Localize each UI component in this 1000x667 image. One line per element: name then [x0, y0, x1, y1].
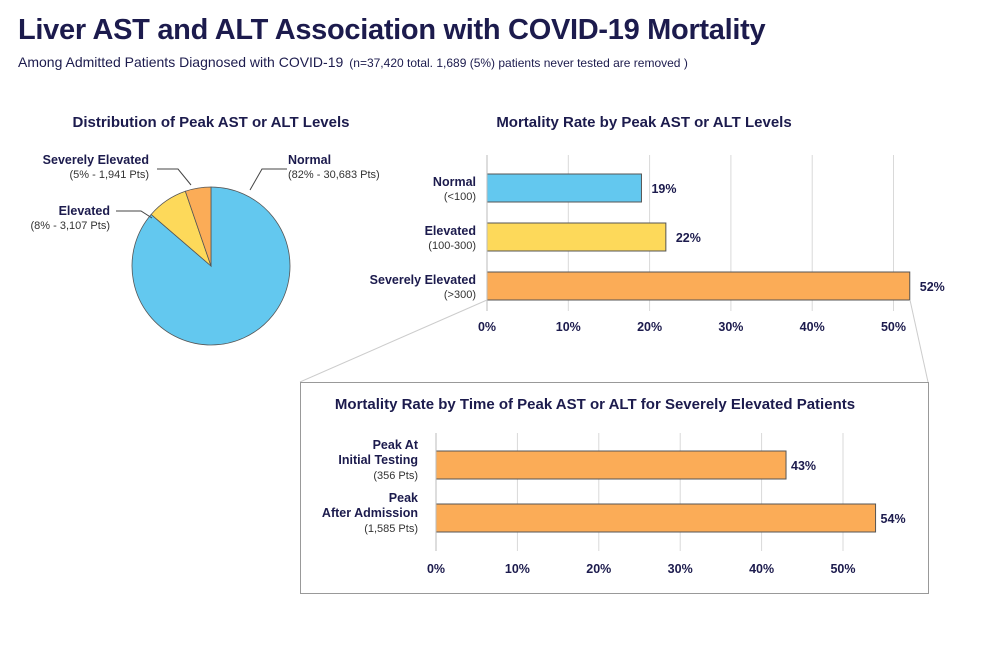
bar-chart-2-x-tick: 20%	[586, 562, 611, 576]
bar-elevated	[486, 222, 667, 252]
bar-category-label-line1-peak-at-initial-testing: Peak At	[373, 438, 419, 452]
bar-chart-1-x-tick: 30%	[718, 320, 743, 334]
pie-slice-severely-elevated	[184, 186, 212, 267]
bar-chart-1-x-tick: 0%	[478, 320, 496, 334]
chart-title: Liver AST and ALT Association with COVID…	[18, 14, 766, 46]
bar-category-label-elevated: Elevated	[425, 224, 476, 238]
bar-peak-after-admission	[435, 503, 877, 533]
bar-category-label-normal: Normal	[433, 175, 476, 189]
zoom-connector-left	[299, 299, 488, 383]
subtitle-note: (n=37,420 total. 1,689 (5%) patients nev…	[349, 56, 688, 70]
bar-chart-2-title: Mortality Rate by Time of Peak AST or AL…	[335, 396, 855, 413]
bar-category-sub-peak-after-admission: (1,585 Pts)	[364, 523, 418, 535]
pie-leader-line-elevated	[116, 210, 153, 219]
bar-category-label-severely-elevated: Severely Elevated	[370, 273, 476, 287]
bar-chart-2-x-tick: 0%	[427, 562, 445, 576]
pie-label-normal: Normal	[288, 153, 331, 167]
bar-category-label-line2-peak-at-initial-testing: Initial Testing	[338, 453, 418, 467]
bar-chart-2-x-tick: 10%	[505, 562, 530, 576]
pie-title: Distribution of Peak AST or ALT Levels	[73, 114, 350, 131]
subtitle-text: Among Admitted Patients Diagnosed with C…	[18, 54, 344, 70]
bar-peak-at-initial-testing	[435, 450, 787, 480]
pie-detail-severely-elevated: (5% - 1,941 Pts)	[70, 169, 149, 181]
bar-value-label-elevated: 22%	[676, 231, 701, 245]
pie-leader-line-normal	[249, 168, 287, 191]
bar-category-sub-elevated: (100-300)	[428, 240, 476, 252]
zoom-connector-right	[909, 299, 929, 383]
bar-value-label-severely-elevated: 52%	[920, 280, 945, 294]
bar-category-sub-severely-elevated: (>300)	[444, 289, 476, 301]
bar-chart-1-x-tick: 20%	[637, 320, 662, 334]
bar-category-sub-normal: (<100)	[444, 191, 476, 203]
bar-chart-2-x-tick: 50%	[830, 562, 855, 576]
pie-label-elevated: Elevated	[59, 204, 110, 218]
bar-chart-1-x-tick: 50%	[881, 320, 906, 334]
bar-value-label-peak-at-initial-testing: 43%	[791, 459, 816, 473]
inset-panel	[300, 382, 929, 594]
chart-subtitle: Among Admitted Patients Diagnosed with C…	[18, 54, 688, 70]
bar-chart-1-title: Mortality Rate by Peak AST or ALT Levels	[496, 114, 791, 131]
pie-leader-line-severely-elevated	[157, 168, 192, 186]
pie-detail-normal: (82% - 30,683 Pts)	[288, 169, 380, 181]
bar-chart-1-x-tick: 40%	[800, 320, 825, 334]
bar-severely-elevated	[486, 271, 911, 301]
bar-chart-2-x-tick: 30%	[668, 562, 693, 576]
bar-category-label-line1-peak-after-admission: Peak	[389, 491, 418, 505]
pie-detail-elevated: (8% - 3,107 Pts)	[31, 220, 110, 232]
bar-category-label-line2-peak-after-admission: After Admission	[322, 506, 418, 520]
bar-normal	[486, 173, 642, 203]
bar-value-label-normal: 19%	[651, 182, 676, 196]
bar-chart-2-x-tick: 40%	[749, 562, 774, 576]
bar-value-label-peak-after-admission: 54%	[881, 512, 906, 526]
bar-chart-1-x-tick: 10%	[556, 320, 581, 334]
pie-label-severely-elevated: Severely Elevated	[43, 153, 149, 167]
bar-category-sub-peak-at-initial-testing: (356 Pts)	[373, 470, 418, 482]
